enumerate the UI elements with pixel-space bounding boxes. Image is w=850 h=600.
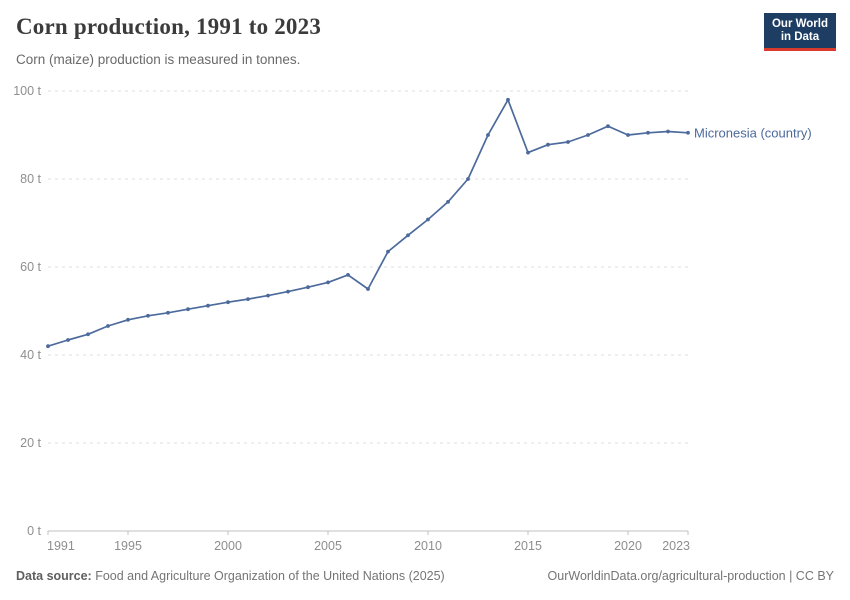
data-point[interactable] bbox=[586, 133, 590, 137]
y-axis-label: 20 t bbox=[20, 436, 41, 450]
data-point[interactable] bbox=[46, 344, 50, 349]
y-axis-label: 100 t bbox=[13, 84, 41, 98]
data-point[interactable] bbox=[506, 97, 510, 102]
series-line bbox=[47, 98, 689, 348]
data-point[interactable] bbox=[206, 303, 210, 308]
y-axis-label: 80 t bbox=[20, 172, 41, 186]
data-point[interactable] bbox=[186, 307, 190, 312]
data-point[interactable] bbox=[106, 324, 110, 328]
data-source-label: Data source: bbox=[16, 569, 92, 583]
data-point[interactable] bbox=[286, 289, 290, 294]
x-axis-label: 2023 bbox=[662, 539, 690, 553]
data-point[interactable] bbox=[246, 297, 250, 301]
data-point[interactable] bbox=[566, 140, 570, 144]
owid-logo-line2: in Data bbox=[780, 31, 820, 43]
data-source-text: Food and Agriculture Organization of the… bbox=[91, 569, 445, 583]
data-point[interactable] bbox=[126, 317, 130, 322]
data-point[interactable] bbox=[266, 293, 270, 298]
data-point[interactable] bbox=[526, 150, 530, 155]
x-axis-label: 2010 bbox=[414, 539, 442, 553]
data-point[interactable] bbox=[86, 332, 90, 337]
page-subtitle: Corn (maize) production is measured in t… bbox=[16, 52, 301, 67]
data-point[interactable] bbox=[666, 129, 670, 134]
data-point[interactable] bbox=[626, 133, 630, 137]
data-point[interactable] bbox=[486, 133, 490, 137]
data-point[interactable] bbox=[606, 124, 610, 129]
y-axis-label: 40 t bbox=[20, 348, 41, 362]
legend-label: Micronesia (country) bbox=[694, 125, 812, 140]
data-point[interactable] bbox=[166, 310, 170, 315]
data-point[interactable] bbox=[446, 200, 450, 204]
y-axis-label: 0 t bbox=[27, 524, 41, 538]
data-source: Data source: Food and Agriculture Organi… bbox=[16, 569, 445, 583]
x-axis-label: 1991 bbox=[47, 539, 75, 553]
owid-logo-line1: Our World bbox=[771, 18, 828, 30]
data-point[interactable] bbox=[386, 249, 390, 254]
data-point[interactable] bbox=[686, 130, 690, 135]
data-point[interactable] bbox=[346, 273, 350, 277]
x-axis-label: 2015 bbox=[514, 539, 542, 553]
x-axis-label: 2000 bbox=[214, 539, 242, 553]
data-point[interactable] bbox=[226, 300, 230, 305]
data-point[interactable] bbox=[546, 142, 550, 147]
data-point[interactable] bbox=[306, 285, 310, 290]
x-axis-label: 1995 bbox=[114, 539, 142, 553]
data-point[interactable] bbox=[426, 217, 430, 222]
data-point[interactable] bbox=[326, 280, 330, 285]
x-axis-label: 2005 bbox=[314, 539, 342, 553]
data-point[interactable] bbox=[146, 313, 150, 318]
data-point[interactable] bbox=[646, 130, 650, 135]
data-point[interactable] bbox=[366, 287, 370, 291]
chart-footer: Data source: Food and Agriculture Organi… bbox=[16, 569, 834, 583]
attribution-link: OurWorldinData.org/agricultural-producti… bbox=[547, 569, 834, 583]
data-point[interactable] bbox=[66, 338, 70, 342]
data-point[interactable] bbox=[466, 177, 470, 181]
y-axis-label: 60 t bbox=[20, 260, 41, 274]
data-point[interactable] bbox=[406, 233, 410, 238]
page-title: Corn production, 1991 to 2023 bbox=[16, 14, 322, 39]
x-axis-label: 2020 bbox=[614, 539, 642, 553]
owid-logo: Our World in Data bbox=[763, 13, 836, 51]
